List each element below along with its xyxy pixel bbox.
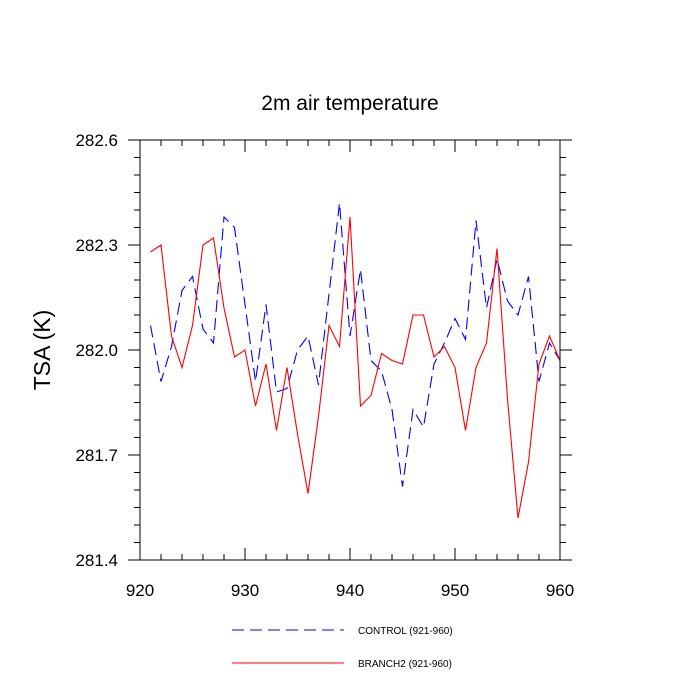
y-tick-label: 282.0 xyxy=(75,341,118,360)
x-tick-label: 930 xyxy=(231,581,259,600)
y-axis-label: TSA (K) xyxy=(29,310,55,391)
series-layer xyxy=(149,202,561,519)
x-tick-label: 960 xyxy=(546,581,574,600)
legend-label: CONTROL (921-960) xyxy=(358,626,453,637)
ticks-layer: 920 930 940 950 960 281.4 281.7 282.0 282.3 282.6 xyxy=(75,131,574,600)
y-tick-label: 282.3 xyxy=(75,236,118,255)
plot-frame xyxy=(139,139,561,561)
legend-label: BRANCH2 (921-960) xyxy=(358,659,452,670)
x-tick-label: 920 xyxy=(126,581,154,600)
series-line-branch2 xyxy=(150,216,561,519)
y-tick-label: 282.6 xyxy=(75,131,118,150)
x-tick-label: 940 xyxy=(336,581,364,600)
x-tick-label: 950 xyxy=(441,581,469,600)
y-tick-label: 281.7 xyxy=(75,446,118,465)
chart-title: 2m air temperature xyxy=(261,92,438,115)
series-line-control xyxy=(149,202,561,487)
y-tick-label: 281.4 xyxy=(75,551,118,570)
legend: CONTROL (921-960) BRANCH2 (921-960) xyxy=(232,626,453,670)
